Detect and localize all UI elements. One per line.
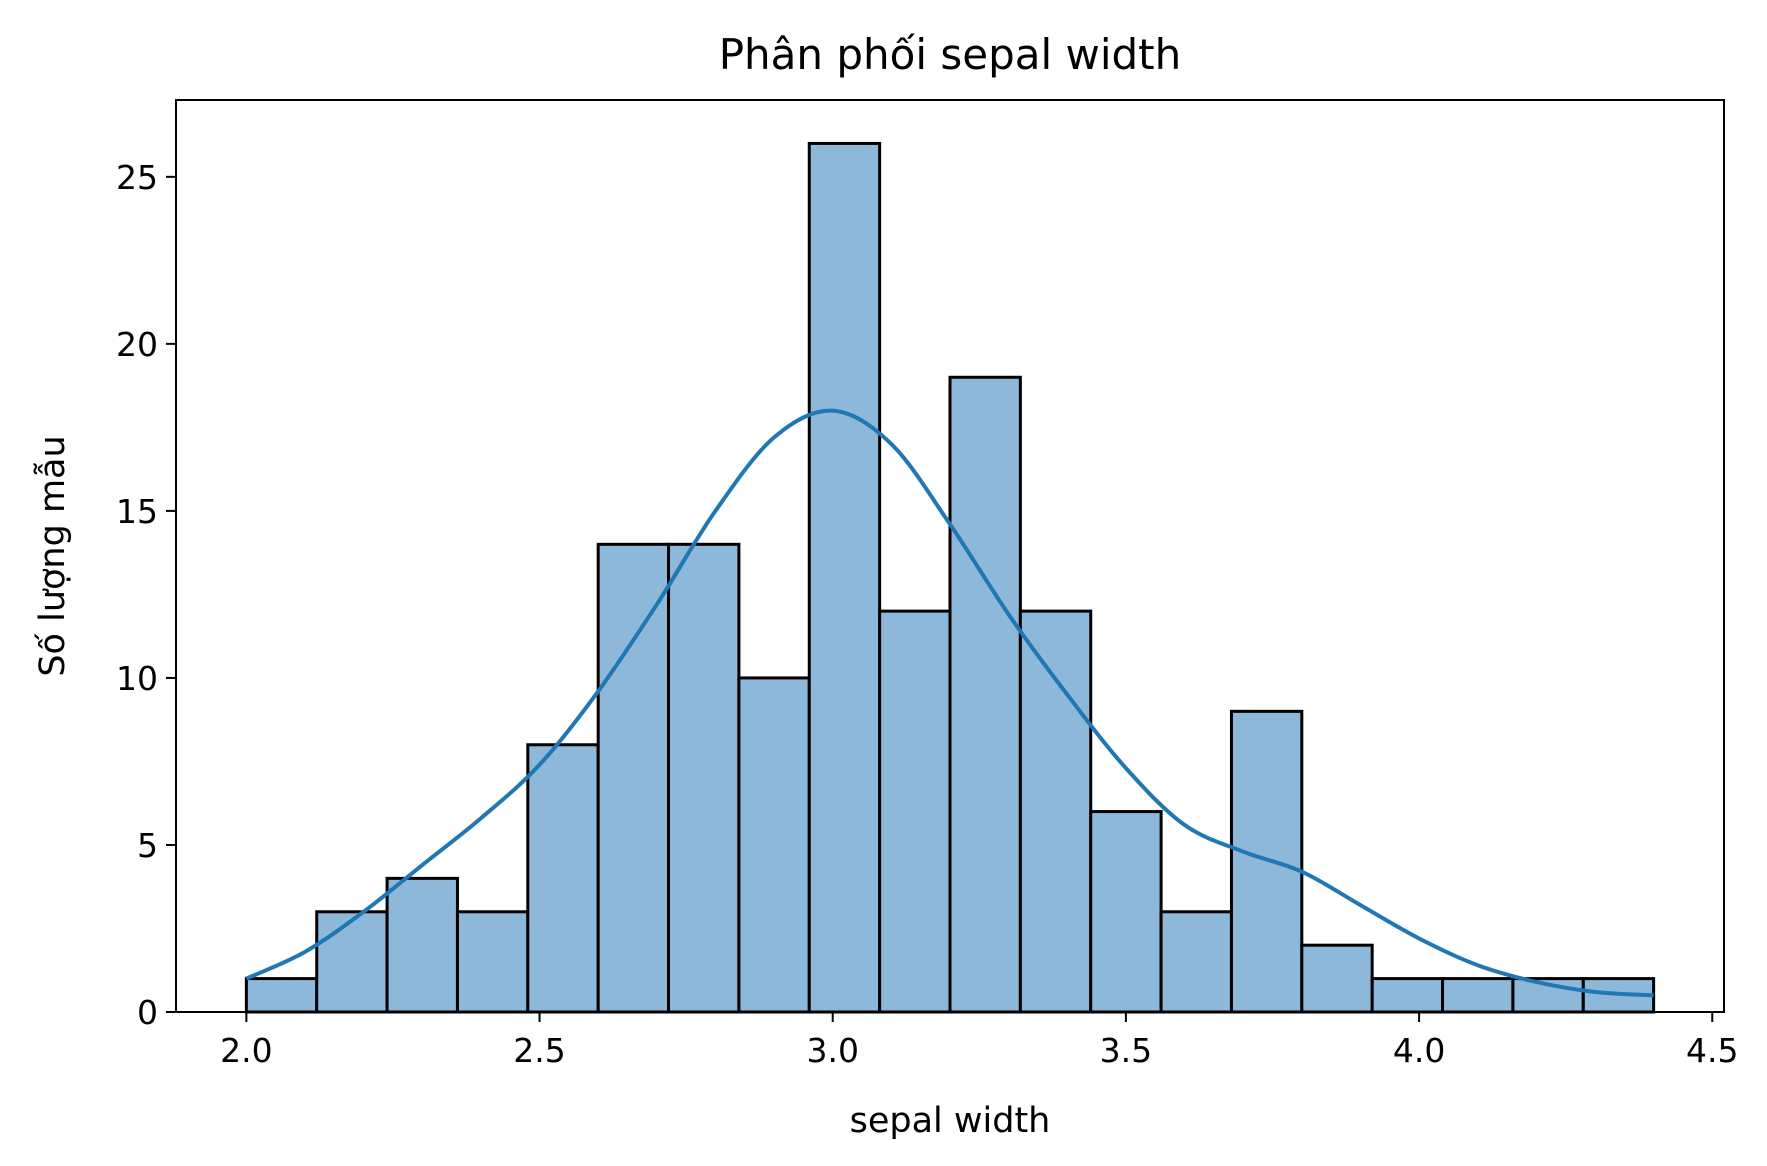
x-tick-label: 2.0 bbox=[220, 1031, 272, 1070]
x-tick-label: 2.5 bbox=[513, 1031, 565, 1070]
y-tick-label: 0 bbox=[137, 993, 158, 1032]
plot-frame bbox=[175, 99, 1725, 1013]
histogram-bar bbox=[1159, 910, 1233, 1014]
x-tick-label: 4.0 bbox=[1393, 1031, 1445, 1070]
histogram-bar bbox=[737, 676, 811, 1014]
bars-layer bbox=[244, 141, 1656, 1014]
histogram-bar bbox=[526, 743, 600, 1014]
histogram-bar bbox=[315, 910, 389, 1014]
y-tick-label: 15 bbox=[116, 492, 158, 531]
y-tick-label: 5 bbox=[137, 826, 158, 865]
histogram-bar bbox=[1300, 943, 1374, 1014]
kde-layer bbox=[245, 408, 1654, 998]
histogram-bar bbox=[1370, 977, 1445, 1014]
histogram-bar bbox=[596, 542, 671, 1014]
x-axis: 2.0 2.5 3.0 3.5 4.0 4.5 bbox=[220, 1012, 1739, 1070]
histogram-bar bbox=[1018, 609, 1093, 1014]
histogram-bar bbox=[1229, 709, 1304, 1014]
histogram-bar bbox=[455, 910, 530, 1014]
x-tick-label: 3.0 bbox=[806, 1031, 858, 1070]
y-axis-label: Số lượng mẫu bbox=[32, 435, 73, 676]
histogram-bar bbox=[667, 542, 741, 1014]
histogram-bar bbox=[244, 977, 319, 1014]
y-tick-label: 25 bbox=[116, 158, 158, 197]
histogram-bar bbox=[807, 141, 882, 1014]
x-tick-label: 3.5 bbox=[1100, 1031, 1152, 1070]
histogram-bar bbox=[878, 609, 952, 1014]
x-axis-label: sepal width bbox=[850, 1101, 1051, 1141]
histogram-bar bbox=[385, 876, 459, 1014]
histogram-bar bbox=[948, 375, 1022, 1014]
histogram-bar bbox=[1441, 977, 1515, 1014]
kde-curve bbox=[245, 408, 1654, 998]
histogram-bar bbox=[1089, 810, 1163, 1014]
chart-title: Phân phối sepal width bbox=[719, 30, 1182, 79]
y-tick-label: 20 bbox=[116, 325, 158, 364]
y-axis: 0 5 10 15 20 25 bbox=[116, 158, 176, 1032]
x-tick-label: 4.5 bbox=[1686, 1031, 1738, 1070]
y-tick-label: 10 bbox=[116, 659, 158, 698]
